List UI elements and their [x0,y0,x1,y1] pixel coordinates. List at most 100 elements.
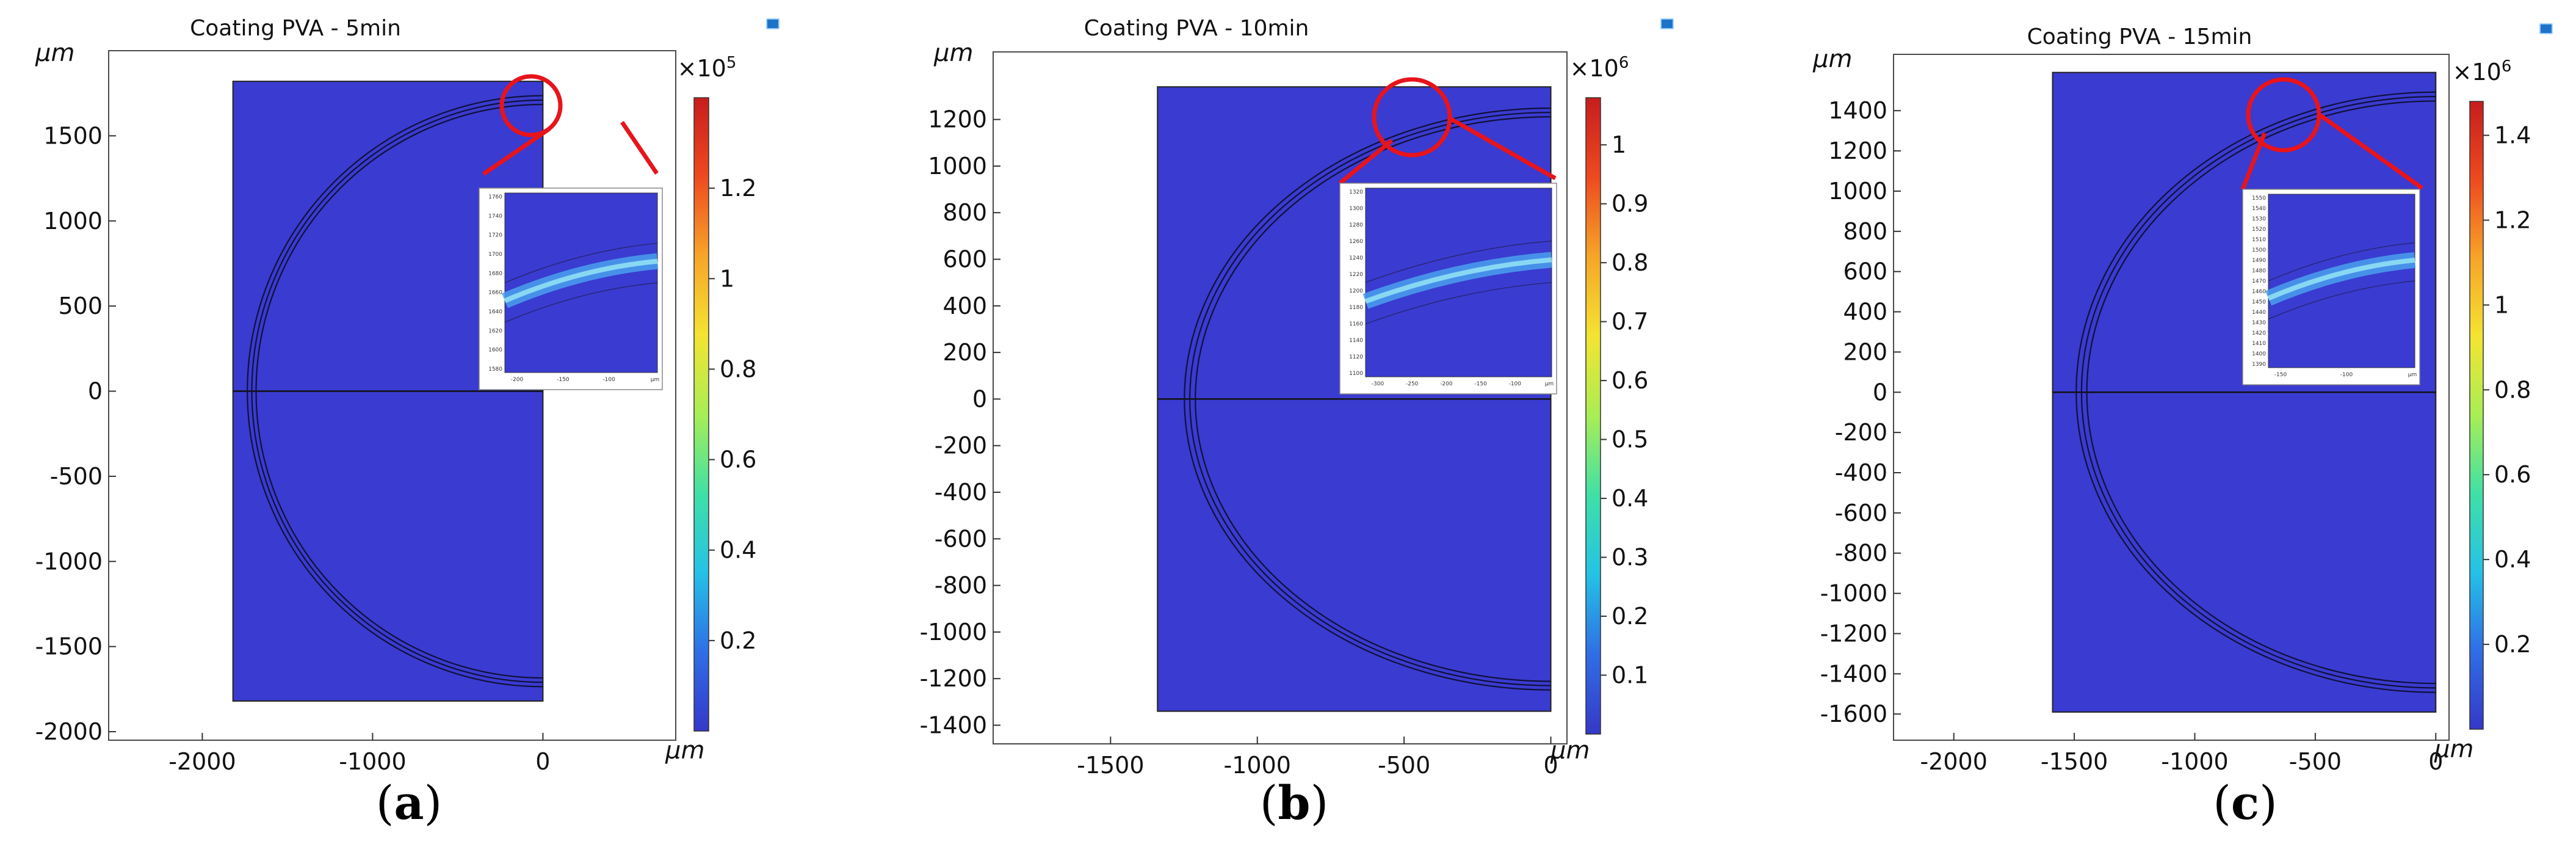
x-tick-label: -2000 [1920,748,1987,775]
colorbar-tick-label: 0.6 [720,446,756,473]
zoom-pointer-line [1338,139,1394,185]
inset-x-tick-label: μm [2408,372,2417,378]
x-tick-label: -500 [1378,752,1430,779]
panel-b: Coating PVA - 10min -1500 -1000 -500 0 -1400-… [867,0,1721,866]
y-tick-label: -1200 [920,665,987,692]
inset-x-tick-label: μm [651,377,660,383]
logo-icon [1660,18,1674,29]
x-tick-label: 0 [1543,752,1558,779]
x-tick-label: -1500 [2041,748,2108,775]
x-tick-label: -500 [2289,748,2342,775]
y-tick-label: 600 [1843,258,1887,285]
colorbar-tick-label: 0.2 [2494,631,2531,658]
y-tick-label: -500 [50,463,103,490]
inset-x-tick-label: μm [1545,381,1554,387]
zoom-circle [499,74,563,137]
inset-high-field-core [504,258,658,304]
inset-high-field-core [1364,257,1552,304]
y-tick-label: 600 [942,246,987,273]
inset-y-tick-label: 1760 [488,194,502,200]
inset-y-tick-label: 1220 [1349,272,1363,278]
inset-x-tick-label: -250 [1406,381,1419,387]
y-tick-label: 200 [942,339,987,366]
x-tick-label: -1000 [1224,752,1291,779]
colorbar-tick-label: 1.2 [2494,206,2531,233]
inset-y-tick-label: 1740 [488,213,502,219]
y-tick-label: 0 [1873,379,1887,406]
inset-y-tick-label: 1440 [2252,310,2266,316]
zoom-pointer-line [482,127,551,176]
x-tick-label: -1500 [1077,752,1144,779]
y-tick-label: -600 [935,525,987,552]
inset-y-tick-label: 1500 [2252,247,2266,253]
colorbar-tick-label: 0.6 [2494,461,2531,488]
zoom-inset: 1550 1540 1530 1520 1510 1500 1490 1480 1470 1460… [2242,189,2420,385]
y-tick-label: -1000 [35,548,103,575]
inset-x-tick-label: -200 [511,377,524,383]
inset-y-tick-label: 1430 [2252,320,2266,326]
colorbar-tick-label: 0.4 [1612,485,1648,512]
inset-high-field-core [2267,257,2415,301]
inset-y-tick-label: 1700 [488,252,502,258]
logo-icon [2539,23,2553,34]
inset-y-tick-label: 1640 [488,309,502,315]
chart-panel-c: Coating PVA - 15min-2000 -1500 -1000 -500 0-… [1812,24,2531,775]
y-tick-label: -1400 [920,711,987,738]
panel-c: Coating PVA - 15min -2000 -1500 -1000 -500 0-… [1758,0,2576,866]
chart-panel-a: Coating PVA - 5min-2000 -1000 0-2000-1500-… [35,16,756,775]
y-tick-label: -1200 [1820,620,1887,647]
y-tick-label: 800 [942,199,987,226]
chart-title: Coating PVA - 5min [190,16,401,41]
inset-y-tick-label: 1140 [1349,338,1363,344]
inset-boundary-line [2268,242,2415,282]
x-axis-unit: μm [2434,735,2473,763]
colorbar-tick-label: 0.1 [1612,662,1648,689]
inset-y-tick-label: 1680 [488,271,502,277]
y-tick-label: -600 [1835,500,1887,526]
inset-x-tick-label: -200 [1440,381,1453,387]
inset-y-tick-label: 1470 [2252,278,2266,285]
panel-label-c: (c) [2213,776,2278,830]
colorbar [1585,97,1601,735]
y-tick-label: -200 [935,432,987,459]
logo-icon [766,18,780,29]
zoom-circle [2246,77,2321,153]
colorbar-tick-label: 0.2 [720,627,756,654]
x-tick-label: -2000 [168,748,236,775]
chart-panel-b: Coating PVA - 10min-1500 -1000 -500 0-1400-… [920,16,1649,779]
inset-y-tick-label: 1660 [488,290,502,296]
colorbar-tick-label: 0.8 [1612,249,1648,276]
colorbar-tick-label: 0.4 [720,537,756,564]
y-tick-label: 500 [58,293,103,319]
colorbar [2469,101,2484,730]
colorbar-tick-label: 0.4 [2494,546,2531,573]
colorbar-tick-label: 0.9 [1612,191,1648,217]
coating-ring-1 [255,103,543,679]
inset-x-tick-label: -150 [1474,381,1487,387]
inset-x-tick-label: -100 [2340,372,2353,378]
x-axis-unit: μm [665,737,704,765]
coating-ring-3 [1184,107,1551,691]
y-tick-label: 1000 [43,208,103,235]
colorbar-tick-label: 0.5 [1612,426,1648,453]
coating-ring-2 [1189,112,1551,686]
y-tick-label: 1500 [43,122,103,149]
panel-a: Coating PVA - 5min -2000 -1000 0 -2000 -1500-… [0,0,855,866]
coating-ring-3 [2075,91,2436,693]
y-tick-label: 800 [1843,218,1887,245]
colorbar [693,97,709,732]
inset-boundary-line [2268,280,2415,320]
inset-y-tick-label: 1620 [488,328,502,334]
y-tick-label: -1500 [35,633,103,660]
panel-label-b: (b) [1259,776,1329,830]
inset-boundary-line [1365,282,1552,325]
y-tick-label: -800 [1835,540,1887,567]
zoom-inset: 1760 1740 1720 1700 1680 1660 1640 1620 1600 1580… [479,187,663,390]
colorbar-tick-label: 1.2 [720,175,756,202]
colorbar-tick-label: 1 [720,265,734,292]
y-tick-label: -400 [1835,459,1887,486]
coating-ring-2 [251,99,543,683]
inset-x-tick-label: -100 [1509,381,1522,387]
inset-y-tick-label: 1390 [2252,362,2266,368]
colorbar-tick-label: 1 [2494,291,2509,318]
